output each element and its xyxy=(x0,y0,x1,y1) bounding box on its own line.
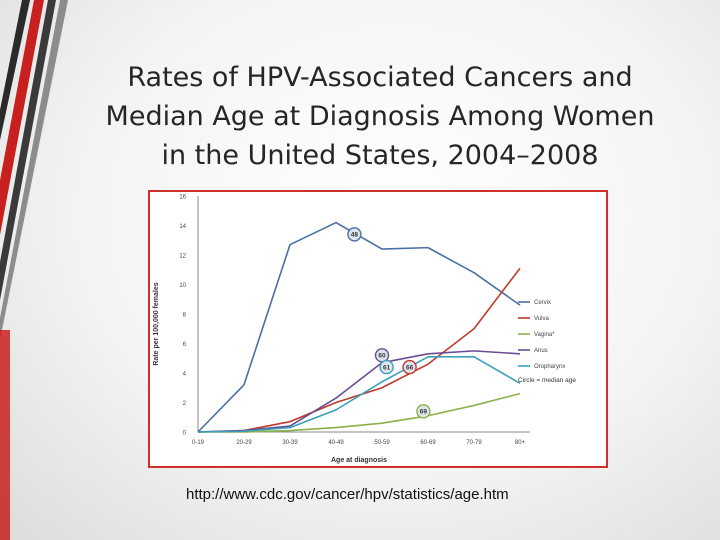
x-tick-label: 0-19 xyxy=(192,440,205,446)
x-tick-label: 50-59 xyxy=(374,440,390,446)
x-tick-label: 40-49 xyxy=(328,440,344,446)
legend-entry: Vagina* xyxy=(534,332,555,338)
y-tick-label: 12 xyxy=(179,254,186,260)
median-age-label: 48 xyxy=(351,232,359,239)
y-tick-label: 4 xyxy=(183,372,187,378)
median-marker-vulva xyxy=(402,359,417,375)
title-line-1: Rates of HPV-Associated Cancers and xyxy=(127,62,633,93)
x-tick-label: 20-29 xyxy=(236,440,252,446)
series-line-oropharynx xyxy=(197,355,521,433)
series-line-vulva xyxy=(197,267,521,433)
legend-entry: Vulva xyxy=(534,316,549,322)
legend-entry: Cervix xyxy=(534,300,551,306)
title-line-3: in the United States, 2004–2008 xyxy=(161,140,599,171)
x-tick-label: 30-39 xyxy=(282,440,298,446)
y-axis-label: Rate per 100,000 females xyxy=(153,282,160,365)
decorative-stripes xyxy=(0,0,68,540)
x-tick-label: 60-69 xyxy=(420,440,436,446)
legend-entry: Anus xyxy=(534,348,548,354)
legend-entry: Oropharynx xyxy=(534,364,565,370)
y-tick-label: 16 xyxy=(179,195,186,201)
y-tick-label: 2 xyxy=(183,401,187,407)
series-line-vagina xyxy=(198,392,521,433)
median-marker-cervix xyxy=(347,227,362,242)
median-marker-vagina xyxy=(416,404,431,419)
x-tick-label: 80+ xyxy=(515,440,526,446)
series-line-anus xyxy=(197,350,521,433)
x-axis-label: Age at diagnosis xyxy=(331,457,387,464)
y-tick-label: 6 xyxy=(183,342,187,348)
y-tick-label: 0 xyxy=(183,431,187,437)
median-age-label: 60 xyxy=(378,353,386,360)
chart-frame: 0 2 4 6 8 10 12 14 16 0-19 20-29 30-39 40-49 50-59 60-… xyxy=(148,190,608,468)
series-line-cervix xyxy=(197,221,521,433)
legend-note: Circle = median age xyxy=(518,377,576,384)
source-link[interactable]: http://www.cdc.gov/cancer/hpv/statistics… xyxy=(186,486,509,503)
median-marker-oropharynx xyxy=(379,359,394,375)
median-age-label: 61 xyxy=(383,364,391,371)
y-tick-label: 8 xyxy=(183,313,187,319)
line-chart: 0 2 4 6 8 10 12 14 16 0-19 20-29 30-39 40-49 50-59 60-… xyxy=(153,195,576,465)
median-age-label: 69 xyxy=(420,409,428,416)
title-line-2: Median Age at Diagnosis Among Women xyxy=(105,101,655,132)
y-tick-label: 14 xyxy=(179,224,186,230)
y-tick-label: 10 xyxy=(179,283,186,289)
median-age-label: 66 xyxy=(406,364,414,371)
x-tick-label: 70-79 xyxy=(466,440,482,446)
slide-title: Rates of HPV-Associated Cancers and Medi… xyxy=(80,58,680,175)
